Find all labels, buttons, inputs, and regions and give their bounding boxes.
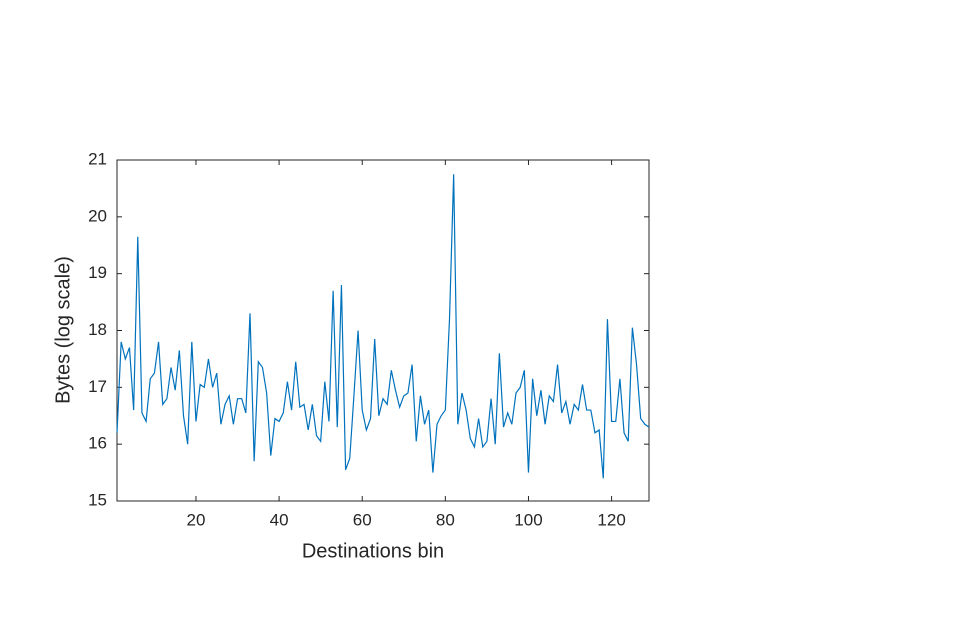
x-tick-label: 80: [436, 510, 455, 529]
x-tick-label: 100: [514, 510, 542, 529]
x-tick-label: 60: [353, 510, 372, 529]
data-line: [116, 174, 650, 479]
x-tick-label: 20: [187, 510, 206, 529]
y-tick-label: 18: [88, 320, 107, 339]
y-tick-label: 21: [88, 149, 107, 168]
plot-area: [116, 159, 650, 502]
x-tick-label: 120: [597, 510, 625, 529]
y-tick-label: 19: [88, 263, 107, 282]
y-axis-label: Bytes (log scale): [52, 256, 74, 404]
y-tick-label: 20: [88, 206, 107, 225]
y-tick-label: 16: [88, 434, 107, 453]
x-axis-label: Destinations bin: [302, 540, 444, 562]
y-tick-label: 17: [88, 377, 107, 396]
x-tick-label: 40: [270, 510, 289, 529]
y-tick-label: 15: [88, 490, 107, 509]
